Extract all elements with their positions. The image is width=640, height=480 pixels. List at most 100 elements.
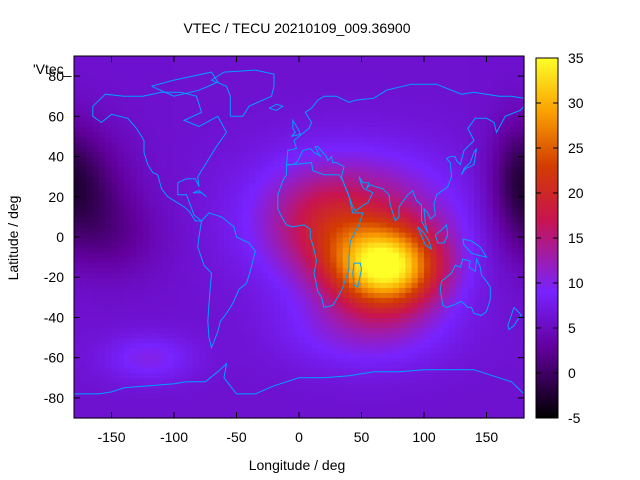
heatmap-cell [480, 226, 488, 233]
heatmap-cell [186, 96, 194, 102]
heatmap-cell [74, 377, 81, 384]
heatmap-cell [130, 247, 138, 253]
heatmap-cell [392, 307, 400, 314]
heatmap-cell [392, 71, 400, 77]
heatmap-cell [449, 337, 456, 344]
heatmap-cell [480, 76, 488, 82]
heatmap-cell [199, 252, 206, 258]
heatmap-cell [161, 151, 169, 158]
heatmap-cell [199, 312, 206, 319]
heatmap-cell [86, 387, 94, 394]
heatmap-cell [211, 282, 219, 288]
heatmap-cell [211, 257, 219, 263]
heatmap-cell [430, 141, 438, 148]
heatmap-cell [330, 287, 338, 293]
heatmap-cell [486, 327, 494, 334]
heatmap-cell [474, 267, 481, 273]
heatmap-cell [380, 151, 388, 158]
heatmap-cell [474, 322, 481, 329]
heatmap-cell [317, 111, 325, 117]
heatmap-cell [467, 176, 475, 183]
heatmap-cell [280, 292, 288, 298]
heatmap-cell [149, 267, 156, 273]
heatmap-cell [305, 392, 313, 399]
heatmap-cell [317, 297, 325, 303]
heatmap-cell [499, 272, 506, 278]
heatmap-cell [467, 377, 475, 384]
heatmap-cell [361, 392, 369, 399]
heatmap-cell [217, 141, 225, 148]
heatmap-cell [230, 71, 238, 77]
heatmap-cell [105, 206, 113, 213]
heatmap-cell [342, 242, 350, 248]
heatmap-cell [511, 362, 519, 369]
heatmap-cell [492, 216, 500, 223]
heatmap-cell [224, 221, 231, 228]
heatmap-cell [505, 387, 513, 394]
heatmap-cell [142, 262, 150, 268]
heatmap-cell [111, 412, 119, 419]
heatmap-cell [142, 397, 150, 404]
heatmap-cell [105, 367, 113, 374]
heatmap-cell [305, 121, 313, 127]
heatmap-cell [155, 91, 163, 97]
heatmap-cell [186, 267, 194, 273]
heatmap-cell [405, 382, 413, 389]
heatmap-cell [499, 161, 506, 168]
heatmap-cell [386, 242, 394, 248]
heatmap-cell [336, 362, 344, 369]
heatmap-cell [242, 171, 250, 178]
heatmap-cell [349, 332, 356, 339]
heatmap-cell [80, 307, 88, 314]
heatmap-cell [311, 292, 319, 298]
heatmap-cell [86, 377, 94, 384]
heatmap-cell [486, 337, 494, 344]
heatmap-cell [417, 302, 425, 308]
heatmap-cell [224, 242, 231, 248]
heatmap-cell [286, 201, 294, 208]
heatmap-cell [361, 297, 369, 303]
heatmap-cell [411, 106, 419, 112]
heatmap-cell [399, 81, 406, 87]
heatmap-cell [167, 277, 175, 283]
heatmap-cell [355, 317, 363, 324]
heatmap-cell [455, 111, 463, 117]
heatmap-cell [111, 237, 119, 243]
heatmap-cell [211, 226, 219, 233]
heatmap-cell [361, 171, 369, 178]
heatmap-cell [180, 317, 188, 324]
heatmap-cell [299, 161, 306, 168]
heatmap-cell [261, 111, 269, 117]
heatmap-cell [92, 237, 100, 243]
heatmap-cell [424, 367, 431, 374]
heatmap-cell [455, 101, 463, 107]
heatmap-cell [255, 161, 263, 168]
heatmap-cell [286, 272, 294, 278]
heatmap-cell [155, 141, 163, 148]
heatmap-cell [99, 66, 106, 72]
heatmap-cell [499, 252, 506, 258]
heatmap-cell [492, 307, 500, 314]
heatmap-cell [280, 372, 288, 379]
heatmap-cell [442, 317, 450, 324]
heatmap-cell [92, 357, 100, 364]
heatmap-cell [117, 397, 125, 404]
heatmap-cell [499, 131, 506, 138]
heatmap-cell [230, 287, 238, 293]
heatmap-cell [186, 66, 194, 72]
heatmap-cell [255, 171, 263, 178]
heatmap-cell [474, 206, 481, 213]
heatmap-cell [280, 166, 288, 173]
heatmap-cell [74, 226, 81, 233]
heatmap-cell [292, 81, 300, 87]
heatmap-cell [317, 156, 325, 163]
heatmap-cell [499, 111, 506, 117]
heatmap-cell [399, 161, 406, 168]
heatmap-cell [380, 191, 388, 198]
heatmap-cell [355, 272, 363, 278]
heatmap-cell [486, 372, 494, 379]
heatmap-cell [399, 352, 406, 359]
heatmap-cell [174, 221, 181, 228]
heatmap-cell [292, 297, 300, 303]
heatmap-cell [305, 252, 313, 258]
